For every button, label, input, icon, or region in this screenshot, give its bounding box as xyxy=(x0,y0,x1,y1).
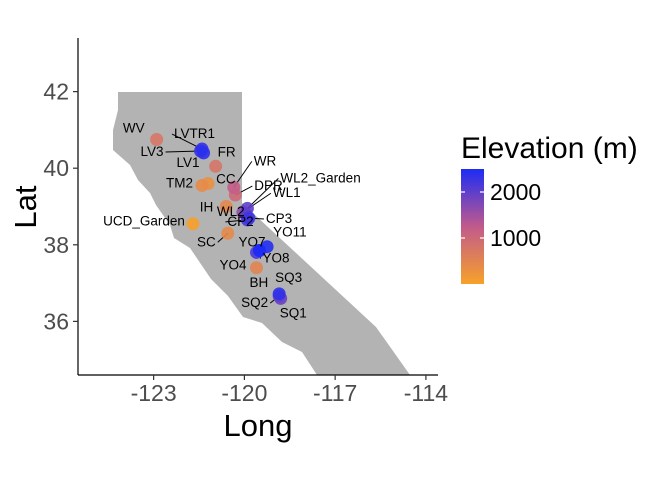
x-tick-label: -117 xyxy=(313,380,357,406)
site-points xyxy=(150,132,288,305)
site-label: CP2 xyxy=(227,214,253,229)
site-label: TM2 xyxy=(166,175,193,190)
legend-title: Elevation (m) xyxy=(461,132,638,165)
site-point xyxy=(242,211,256,225)
y-tick-label: 36 xyxy=(43,308,69,334)
site-label: BH xyxy=(249,275,268,290)
y-tick-label: 38 xyxy=(43,232,69,258)
x-axis-ticks: -123 -120 -117 -114 xyxy=(131,375,449,406)
site-label: CC xyxy=(216,172,236,187)
leader-line xyxy=(247,178,279,209)
site-label: SC xyxy=(197,234,216,249)
y-axis-ticks: 36 38 40 42 xyxy=(43,79,78,334)
site-point xyxy=(150,132,164,146)
site-label: YO8 xyxy=(263,251,290,266)
x-axis-title: Long xyxy=(224,408,293,443)
site-point xyxy=(253,244,267,258)
site-point xyxy=(209,159,223,173)
site-point xyxy=(272,287,286,301)
legend-ticks: 1000 2000 xyxy=(461,179,541,251)
site-point xyxy=(219,200,233,213)
site-label: WR xyxy=(254,153,277,168)
site-label: UCD_Garden xyxy=(103,214,185,229)
site-label: LV1 xyxy=(177,155,200,170)
site-label: CP3 xyxy=(266,211,292,226)
site-label: SQ2 xyxy=(241,295,268,310)
site-point xyxy=(221,226,235,240)
y-tick-label: 42 xyxy=(43,79,69,105)
site-point xyxy=(197,146,211,160)
legend-colorbar xyxy=(461,169,484,284)
site-point xyxy=(227,180,241,194)
x-tick-label: -114 xyxy=(404,380,449,406)
site-label: FR xyxy=(218,144,236,159)
x-tick-label: -123 xyxy=(131,380,177,406)
site-label: SQ3 xyxy=(275,270,302,285)
y-axis-title: Lat xyxy=(8,185,43,228)
site-label: IH xyxy=(200,200,214,215)
site-label: WL2_Garden xyxy=(280,170,360,185)
site-label: SQ1 xyxy=(280,305,307,320)
site-point xyxy=(195,178,209,192)
site-label: WL1 xyxy=(273,185,301,200)
x-tick-label: -120 xyxy=(221,380,267,406)
y-tick-label: 40 xyxy=(43,155,69,181)
site-label: WL2 xyxy=(217,204,245,219)
site-label: DPR xyxy=(254,178,283,193)
site-label: YO4 xyxy=(219,257,247,272)
legend: Elevation (m) 1000 2000 xyxy=(461,132,638,284)
site-label: YO7 xyxy=(239,235,266,250)
site-point xyxy=(249,261,263,275)
site-label: LVTR1 xyxy=(174,126,215,141)
legend-tick-label: 1000 xyxy=(490,225,541,251)
site-label: YO11 xyxy=(273,225,307,240)
site-label: LV3 xyxy=(140,144,163,159)
site-label: WV xyxy=(123,120,145,135)
california-shape xyxy=(113,92,410,375)
legend-tick-label: 2000 xyxy=(490,179,541,205)
site-point xyxy=(186,217,200,231)
